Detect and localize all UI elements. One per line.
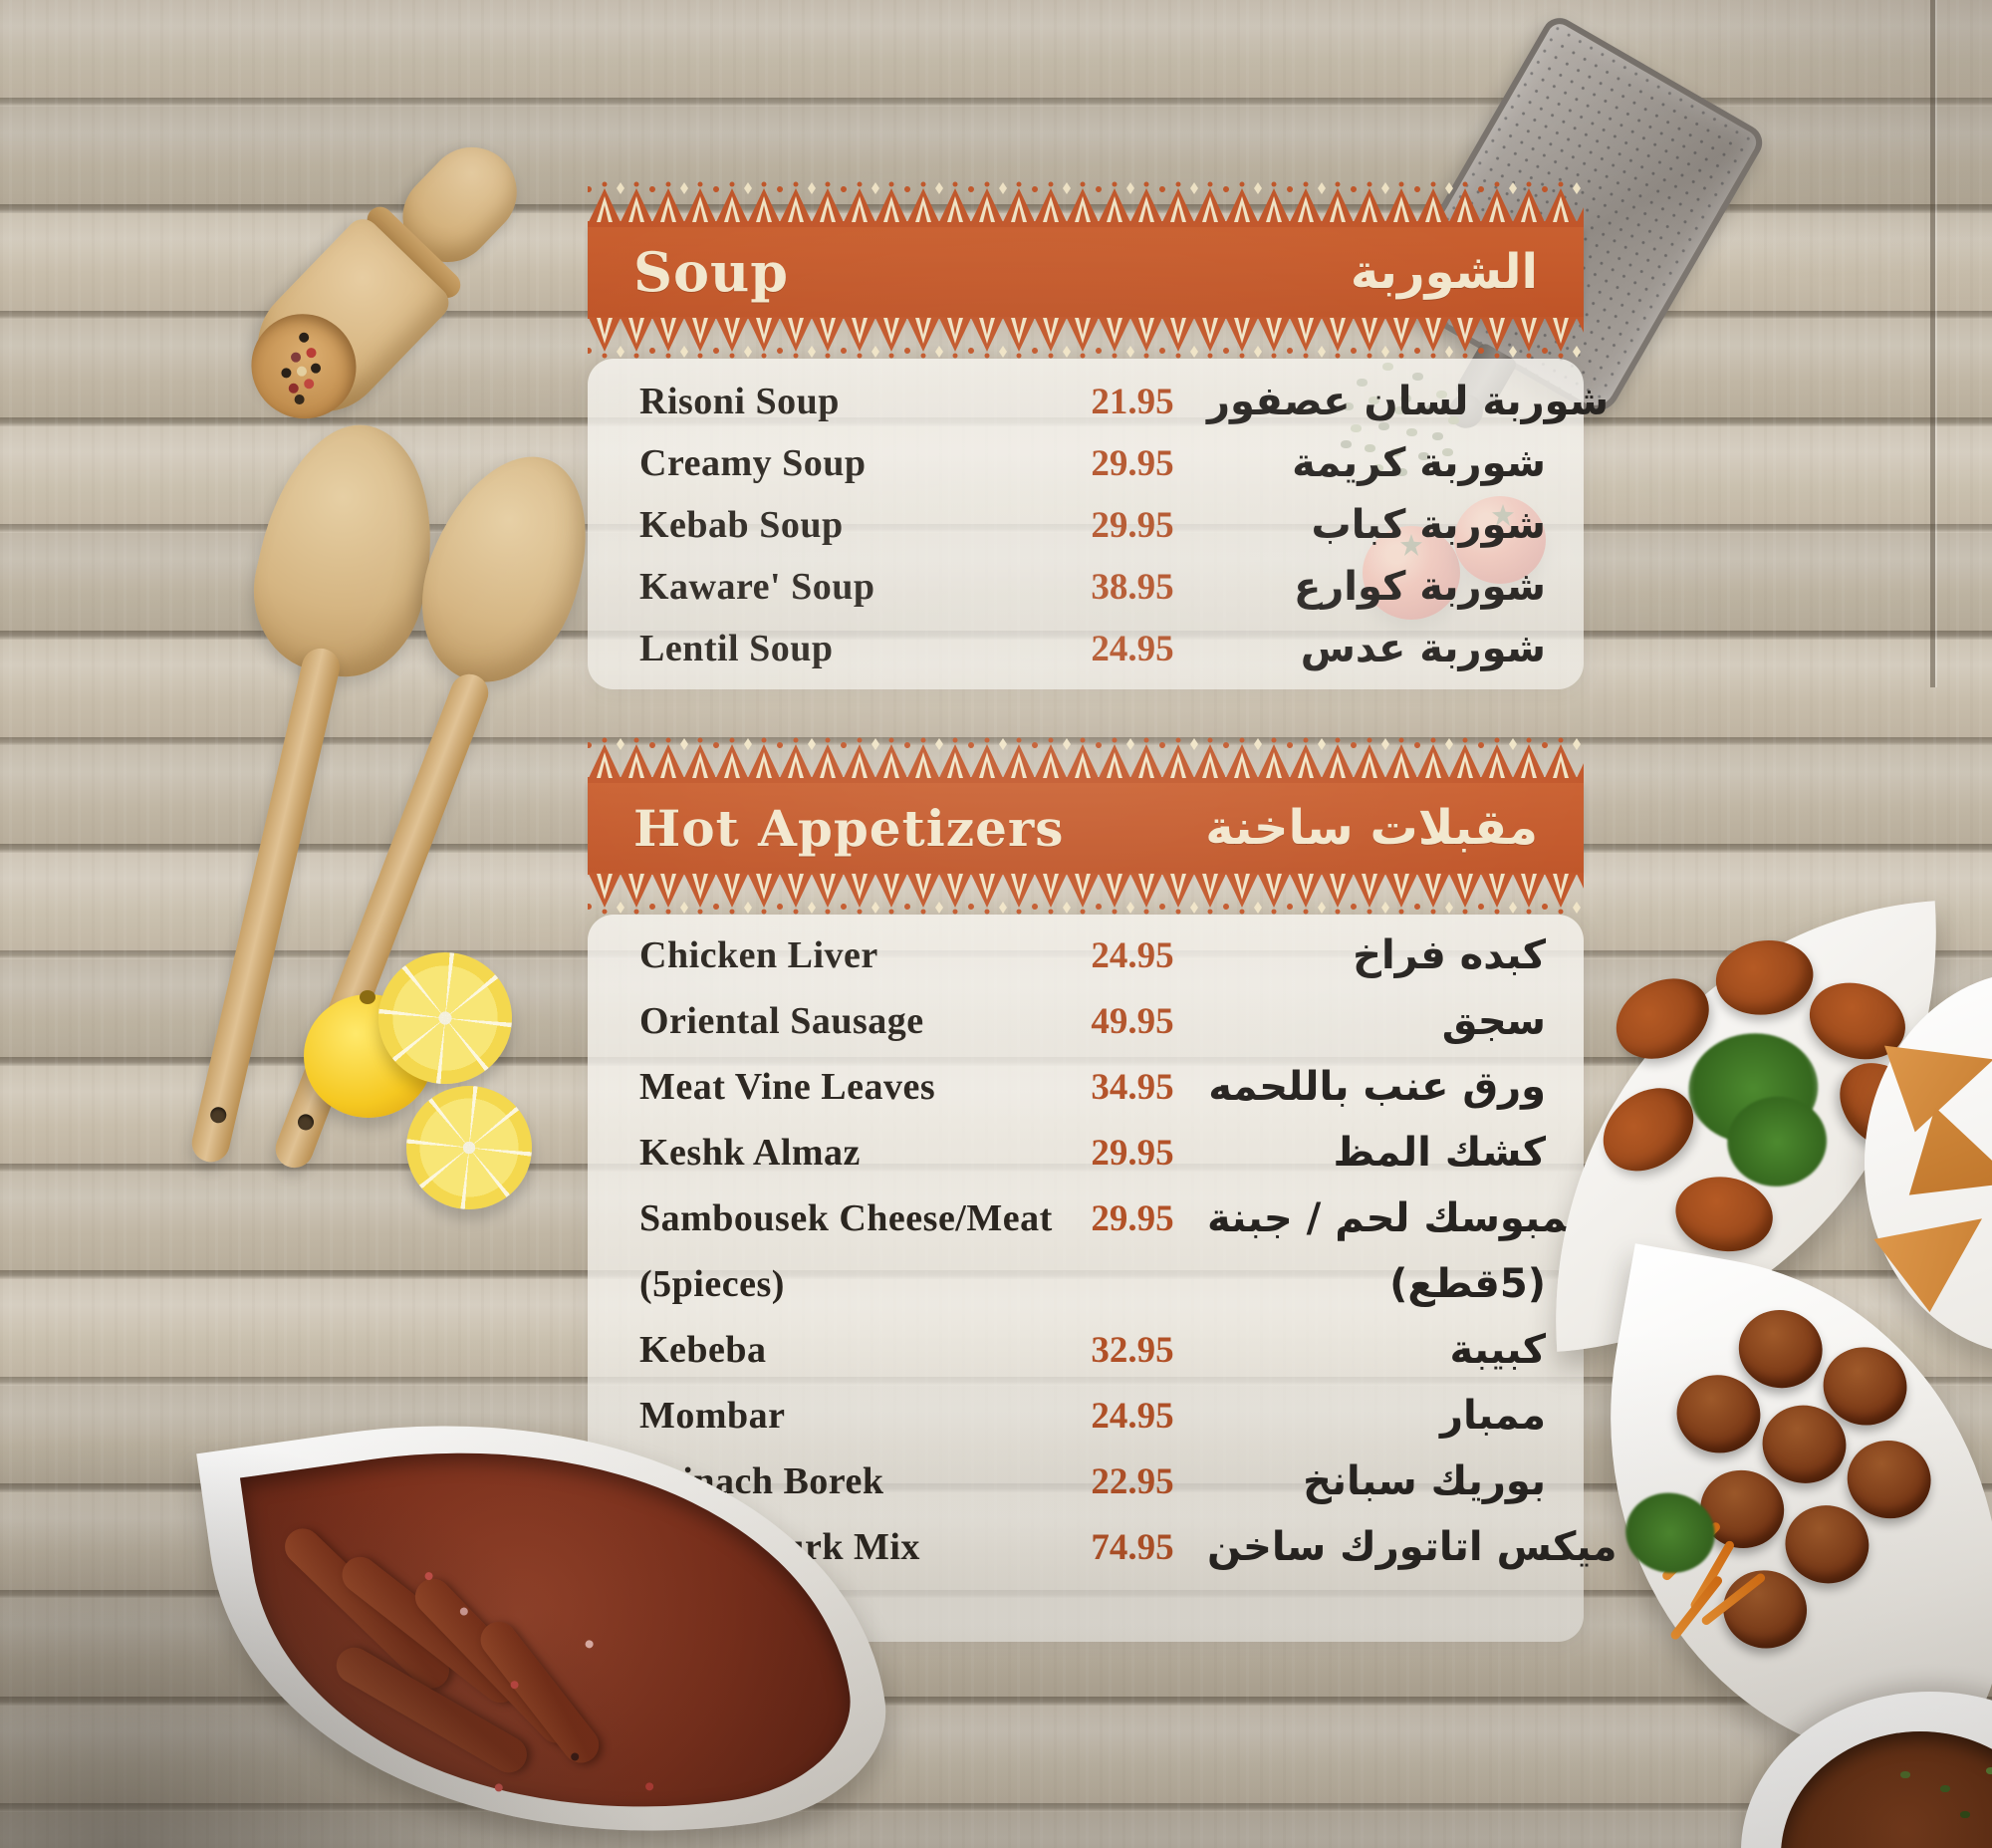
herb-garnish [1900,1771,1910,1778]
menu-item-row: Oriental Sausage 49.95 سجق [588,988,1584,1054]
item-price: 29.95 [1091,1197,1174,1239]
menu-item-row: Keshk Almaz 29.95 كشك المظ [588,1120,1584,1186]
item-price: 21.95 [1091,381,1174,422]
lace-border-bottom [588,873,1584,915]
item-name-en: Mombar [639,1395,786,1437]
item-name-en: Oriental Sausage [639,1000,924,1042]
item-price: 22.95 [1091,1460,1174,1502]
menu-item-row: Kebab Soup 29.95 شوربة كباب [588,494,1584,556]
menu-item-row: Risoni Soup 21.95 شوربة لسان عصفور [588,371,1609,432]
item-price: 29.95 [1091,504,1174,546]
item-price: 29.95 [1091,442,1174,484]
menu-item-row: Kebeba 32.95 كبيبة [588,1317,1584,1383]
peppercorns [297,330,312,345]
item-price: 24.95 [1091,1395,1174,1437]
item-price: 29.95 [1091,1132,1174,1174]
menu-item-row: Mombar 24.95 ممبار [588,1383,1584,1449]
menu-item-row: Sambousek Cheese/Meat 29.95 سمبوسك لحم /… [588,1186,1607,1251]
item-name-ar: (5قطع) [1389,1261,1546,1307]
lemon-slice-photo [378,952,512,1084]
sambousek-piece [1860,1173,1992,1327]
menu-item-row: Creamy Soup 29.95 شوربة كريمة [588,432,1584,494]
item-name-en: Creamy Soup [639,442,867,484]
item-name-ar: شوربة عدس [1300,626,1546,671]
item-name-en: Sambousek Cheese/Meat [639,1197,1053,1239]
lace-border-top [588,181,1584,227]
kofta-ball [1779,1498,1875,1590]
kofta-ball [1841,1434,1937,1525]
lace-border-top [588,737,1584,783]
section-title-ar: الشوربة [1350,244,1538,300]
item-name-ar: شوربة كوارع [1293,564,1546,610]
item-price: 74.95 [1091,1526,1174,1568]
item-name-en: Risoni Soup [639,381,840,422]
item-name-en: Kaware' Soup [639,566,875,608]
item-name-en: Meat Vine Leaves [639,1066,936,1108]
item-name-ar: بوريك سبانخ [1303,1458,1546,1504]
soup-banner: Soup الشوربة [588,227,1584,317]
item-name-ar: شوربة كريمة [1292,440,1546,486]
item-name-en: Keshk Almaz [639,1132,861,1174]
item-name-ar: ميكس اتاتورك ساخن [1207,1524,1618,1570]
item-name-en: (5pieces) [639,1263,785,1305]
lemon-tip [360,990,375,1004]
menu-item-row: Lentil Soup 24.95 شوربة عدس [588,618,1584,679]
meat-stew-dish-photo [1741,1692,1992,1848]
item-name-ar: كبده فراخ [1353,932,1546,978]
sambousek-piece [1887,1091,1992,1239]
lemon-slice-photo [406,1086,532,1209]
menu-item-row: Chicken Liver 24.95 كبده فراخ [588,923,1584,988]
item-name-ar: ممبار [1440,1393,1546,1439]
section-title-ar: مقبلات ساخنة [1205,800,1538,856]
kofta-ball [1670,1368,1767,1460]
soup-panel: Risoni Soup 21.95 شوربة لسان عصفور Cream… [588,359,1609,689]
kofta-ball [1732,1303,1829,1395]
item-name-ar: كشك المظ [1333,1130,1546,1176]
item-price: 32.95 [1091,1329,1174,1371]
item-name-en: Chicken Liver [639,934,878,976]
kibbeh-piece [1710,933,1819,1022]
item-price: 49.95 [1091,1000,1174,1042]
item-name-ar: كبيبة [1449,1327,1546,1373]
menu-item-row: Meat Vine Leaves 34.95 ورق عنب باللحمه [588,1054,1584,1120]
item-name-ar: سجق [1441,998,1546,1044]
item-price: 38.95 [1091,566,1174,608]
item-name-en: Lentil Soup [639,628,834,669]
menu-item-row: Kaware' Soup 38.95 شوربة كوارع [588,556,1584,618]
item-name-ar: سمبوسك لحم / جبنة [1207,1195,1608,1241]
section-title-en: Soup [633,240,790,304]
menu-item-row: (5pieces) (5قطع) [588,1251,1584,1317]
item-name-ar: شوربة كباب [1311,502,1546,548]
meat-stew [1781,1731,1992,1848]
item-price: 24.95 [1091,628,1174,669]
item-name-en: Kebab Soup [639,504,844,546]
section-soup: Soup الشوربة Risoni Soup 21.95 شوربة لسا… [588,181,1609,689]
item-price: 24.95 [1091,934,1174,976]
item-price: 34.95 [1091,1066,1174,1108]
item-name-ar: ورق عنب باللحمه [1208,1064,1546,1110]
item-name-en: Kebeba [639,1329,767,1371]
item-name-ar: شوربة لسان عصفور [1207,379,1610,424]
section-title-en: Hot Appetizers [633,798,1065,858]
hot-appetizers-banner: Hot Appetizers مقبلات ساخنة [588,783,1584,873]
lace-border-bottom [588,317,1584,359]
wood-plank-seam [1930,0,1935,687]
